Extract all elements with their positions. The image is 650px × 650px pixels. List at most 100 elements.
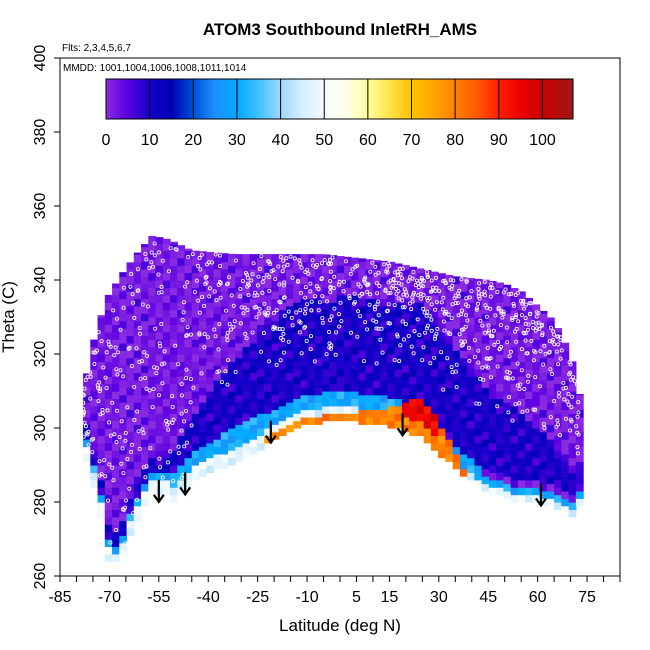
sample-point xyxy=(121,285,126,290)
heatmap-cell xyxy=(336,317,345,325)
sample-point xyxy=(451,278,456,283)
heatmap-cell xyxy=(554,450,562,459)
heatmap-cell xyxy=(365,328,374,337)
sample-point xyxy=(477,296,482,301)
sample-point xyxy=(97,473,102,478)
sample-point xyxy=(257,311,262,316)
heatmap-cell xyxy=(184,383,193,392)
heatmap-cell xyxy=(517,457,526,466)
heatmap-cell xyxy=(459,313,468,322)
heatmap-cell xyxy=(307,291,316,300)
heatmap-cell xyxy=(104,309,113,318)
heatmap-cell xyxy=(467,450,475,459)
heatmap-cell xyxy=(387,398,396,407)
sample-point xyxy=(151,387,156,392)
heatmap-cell xyxy=(517,405,526,414)
sample-point xyxy=(507,394,512,399)
sample-point xyxy=(257,306,262,311)
heatmap-cell xyxy=(351,398,360,407)
sample-point xyxy=(518,382,523,387)
sample-point xyxy=(443,280,448,285)
heatmap-cell xyxy=(278,309,287,318)
heatmap-cell xyxy=(206,317,215,325)
heatmap-cell xyxy=(278,361,287,370)
sample-point xyxy=(411,269,416,274)
heatmap-cell xyxy=(575,416,584,425)
sample-point xyxy=(110,400,115,405)
heatmap-cell xyxy=(119,505,128,514)
heatmap-cell xyxy=(329,265,338,274)
heatmap-cell xyxy=(409,339,418,348)
sample-point xyxy=(531,358,536,363)
heatmap-cell xyxy=(546,498,555,507)
heatmap-cell xyxy=(220,402,229,411)
heatmap-cell xyxy=(228,309,236,318)
heatmap-cell xyxy=(177,383,186,392)
sample-point xyxy=(481,377,486,382)
heatmap-cell xyxy=(322,265,331,274)
heatmap-cell xyxy=(372,261,381,270)
heatmap-cell xyxy=(401,268,410,277)
sample-point xyxy=(402,305,407,310)
sample-point xyxy=(178,480,183,485)
heatmap-cell xyxy=(184,435,193,444)
heatmap-cell xyxy=(220,461,229,470)
heatmap-cell xyxy=(546,468,555,477)
sample-point xyxy=(527,312,532,317)
sample-point xyxy=(124,498,129,503)
sample-point xyxy=(119,419,124,424)
heatmap-cell xyxy=(83,379,91,388)
heatmap-cell xyxy=(380,365,389,374)
heatmap-cell xyxy=(322,383,331,392)
heatmap-cell xyxy=(228,450,236,459)
heatmap-cell xyxy=(481,291,490,300)
sample-point xyxy=(541,362,546,367)
heatmap-cell xyxy=(242,413,251,422)
heatmap-cell xyxy=(191,428,200,436)
heatmap-cell xyxy=(300,342,309,351)
heatmap-cell xyxy=(445,394,454,403)
sample-point xyxy=(257,266,262,271)
heatmap-cell xyxy=(496,339,504,348)
y-tick-label: 300 xyxy=(32,415,49,442)
heatmap-cell xyxy=(264,383,273,392)
heatmap-cell xyxy=(467,287,475,296)
heatmap-cell xyxy=(119,498,128,507)
heatmap-cell xyxy=(97,315,106,318)
sample-point xyxy=(514,326,519,331)
heatmap-cell xyxy=(170,420,178,429)
heatmap-cell xyxy=(416,376,425,385)
heatmap-cell xyxy=(177,450,186,459)
sample-point xyxy=(464,278,469,283)
heatmap-cell xyxy=(496,391,504,399)
heatmap-cell xyxy=(141,335,149,344)
heatmap-cell xyxy=(184,472,193,481)
heatmap-cell xyxy=(213,313,222,322)
heatmap-cell xyxy=(141,320,149,329)
heatmap-cell xyxy=(525,442,533,451)
heatmap-cell xyxy=(119,320,128,329)
heatmap-cell xyxy=(191,465,200,473)
heatmap-cell xyxy=(119,542,128,551)
sample-point xyxy=(509,291,514,296)
sample-point xyxy=(112,432,117,437)
heatmap-cell xyxy=(365,261,374,270)
sample-point xyxy=(485,345,490,350)
heatmap-cell xyxy=(206,339,215,348)
sample-point xyxy=(490,285,495,290)
heatmap-cell xyxy=(162,450,171,459)
heatmap-cell xyxy=(90,442,99,451)
sample-point xyxy=(197,255,202,260)
heatmap-cell xyxy=(256,265,265,274)
heatmap-cell xyxy=(481,416,490,425)
colorbar: 0 10 20 30 40 50 60 70 80 90 100 xyxy=(102,78,574,149)
heatmap-cell xyxy=(351,257,360,266)
heatmap-cell xyxy=(358,416,367,425)
sample-point xyxy=(484,356,489,361)
sample-point xyxy=(537,384,542,389)
sample-point xyxy=(282,313,287,318)
heatmap-cell xyxy=(206,391,215,399)
heatmap-cell xyxy=(104,524,113,533)
heatmap-cell xyxy=(177,465,186,473)
heatmap-cell xyxy=(242,265,251,274)
